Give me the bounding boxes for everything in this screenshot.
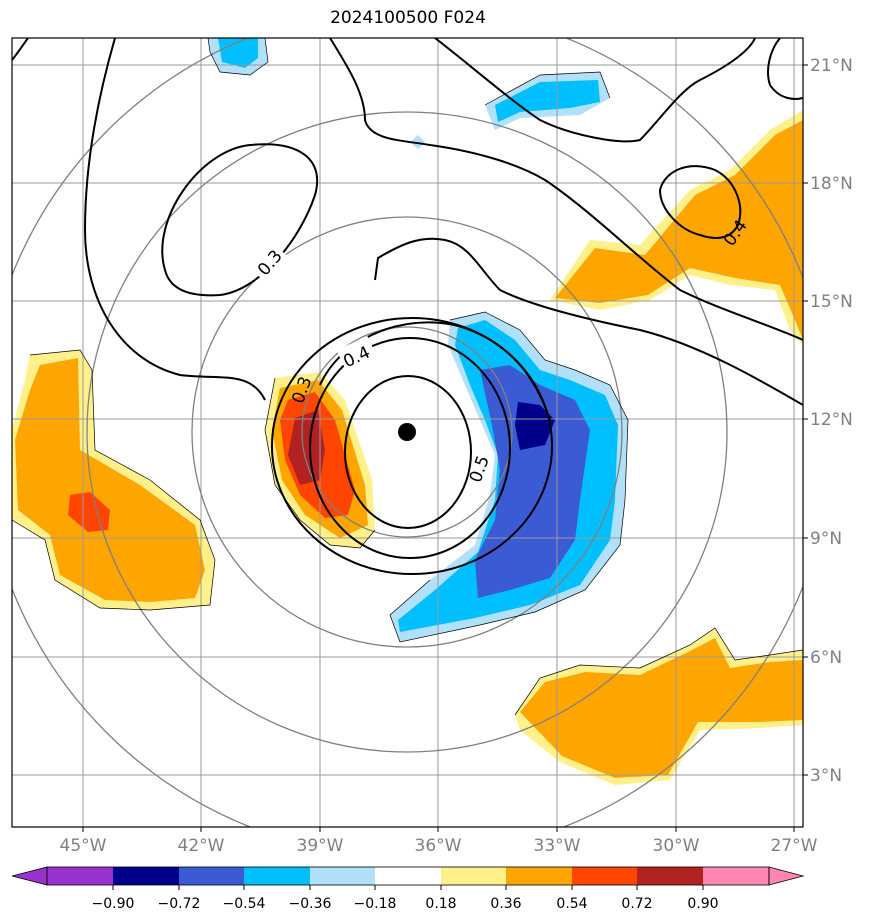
lat-label-9n: 9°N — [810, 529, 842, 549]
colorbar-tick-label: −0.72 — [158, 896, 201, 912]
colorbar-tick-label: 0.36 — [490, 896, 521, 912]
colorbar-tick-label: −0.54 — [223, 896, 266, 912]
lon-label-36w: 36°W — [415, 836, 462, 856]
colorbar-tick-label: −0.36 — [289, 896, 332, 912]
colorbar-segment-9 — [572, 867, 637, 885]
colorbar-segment-2 — [113, 867, 179, 885]
lon-label-42w: 42°W — [178, 836, 225, 856]
lon-label-33w: 33°W — [534, 836, 581, 856]
lat-label-21n: 21°N — [810, 56, 853, 76]
shade-storm-west-darkred — [288, 410, 325, 485]
lat-label-18n: 18°N — [810, 174, 853, 194]
shade-top-blue — [218, 38, 258, 68]
colorbar-segment-5 — [310, 867, 375, 885]
lon-label-39w: 39°W — [297, 836, 344, 856]
colorbar-tick-label: −0.18 — [354, 896, 397, 912]
shade-west-orange — [15, 358, 205, 602]
colorbar-segment-8 — [506, 867, 572, 885]
shade-east-royal — [475, 365, 590, 598]
colorbar-segment-11 — [703, 867, 769, 885]
colorbar-tick-label: 0.18 — [425, 896, 456, 912]
shade-se-orange — [520, 638, 803, 778]
graticule — [12, 38, 803, 827]
lon-label-30w: 30°W — [653, 836, 700, 856]
colorbar-segment-7 — [441, 867, 506, 885]
lat-label-3n: 3°N — [810, 766, 842, 786]
shade-ne-orange — [555, 120, 803, 340]
colorbar-tick-label: −0.90 — [92, 896, 135, 912]
map-frame — [11, 37, 804, 828]
colorbar-extend-high — [768, 866, 805, 886]
lat-label-15n: 15°N — [810, 292, 853, 312]
colorbar-tick-label: 0.72 — [621, 896, 652, 912]
lat-label-6n: 6°N — [810, 648, 842, 668]
colorbar: −0.90 −0.72 −0.54 −0.36 −0.18 0.18 0.36 … — [11, 866, 805, 912]
shade-outlines — [12, 38, 803, 716]
lat-labels: 21°N 18°N 15°N 12°N 9°N 6°N 3°N — [810, 56, 853, 786]
lon-ticks — [82, 827, 795, 832]
map-area: 0.3 0.4 0.3 0.5 0.4 — [12, 38, 803, 827]
shade-ne2-blue — [495, 80, 600, 122]
colorbar-segment-1 — [47, 867, 113, 885]
colorbar-segment-4 — [244, 867, 310, 885]
colorbar-frame — [46, 866, 770, 886]
colorbar-segment-10 — [637, 867, 703, 885]
negative-anomaly-fields — [208, 38, 628, 642]
shade-tiny-blue — [410, 135, 425, 149]
colorbar-tick-label: 0.90 — [687, 896, 718, 912]
colorbar-extend-low — [11, 866, 48, 886]
map-title: 2024100500 F024 — [330, 8, 486, 28]
range-rings — [12, 38, 803, 827]
lat-label-12n: 12°N — [810, 410, 853, 430]
colorbar-segment-6 — [375, 867, 441, 885]
shade-east-navy — [515, 402, 555, 450]
colorbar-tick-label: 0.54 — [556, 896, 587, 912]
lon-label-27w: 27°W — [771, 836, 818, 856]
storm-center-marker — [398, 423, 416, 441]
lon-labels: 45°W 42°W 39°W 36°W 33°W 30°W 27°W — [60, 836, 818, 856]
positive-anomaly-fields — [12, 110, 803, 785]
lon-label-45w: 45°W — [60, 836, 107, 856]
colorbar-segment-3 — [179, 867, 244, 885]
lat-ticks — [803, 64, 808, 776]
